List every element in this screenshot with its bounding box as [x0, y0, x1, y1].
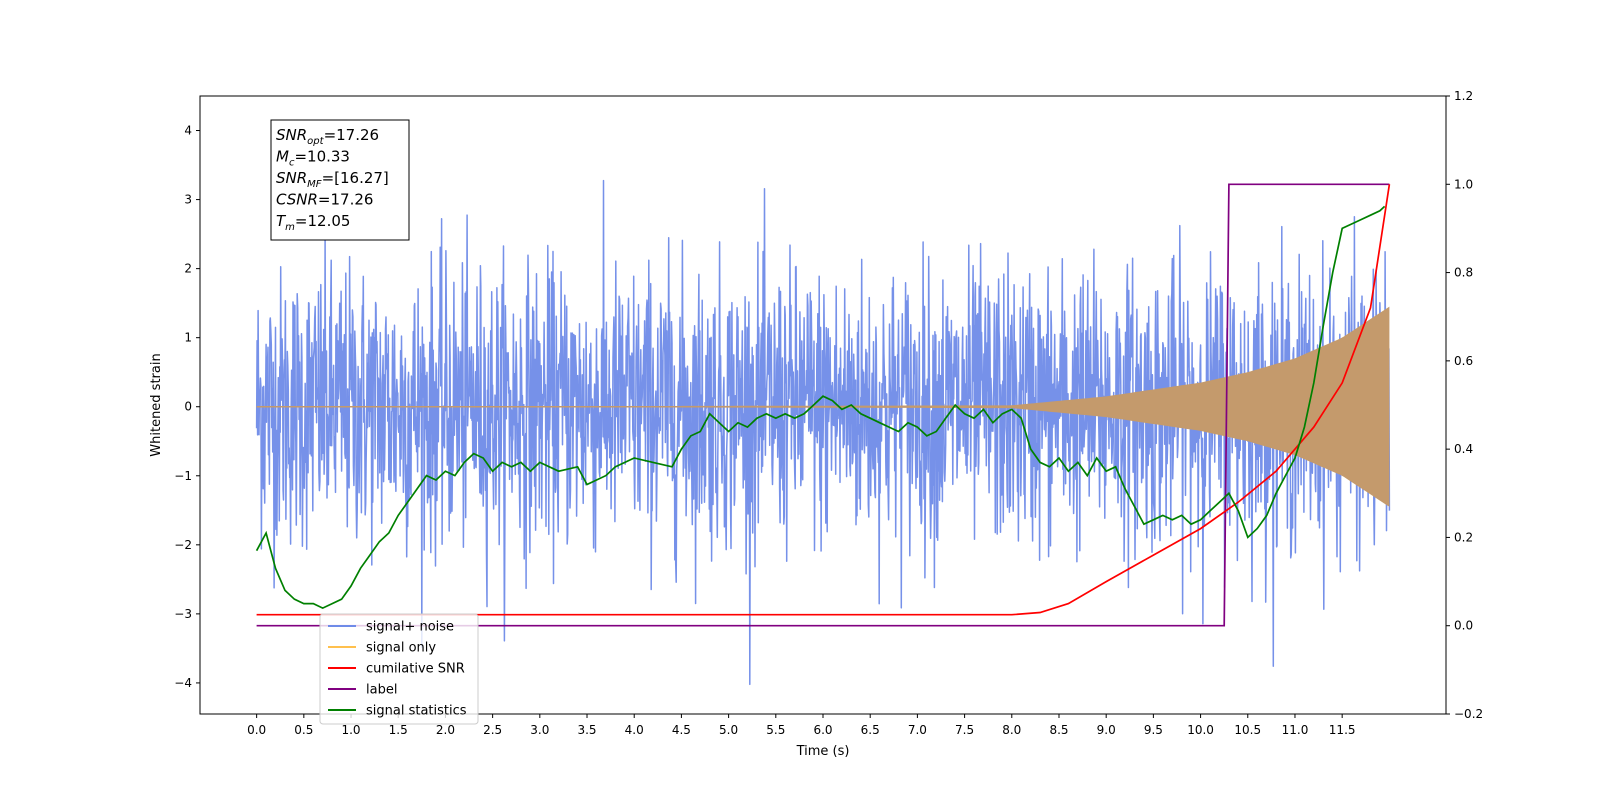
annotation-line: CSNR=17.26	[276, 191, 373, 209]
x-tick-label: 1.5	[389, 723, 408, 737]
legend-label: signal statistics	[366, 704, 467, 719]
y-axis-left-ticks: 4 3 2 1 0 −1 −2 −3 −4	[174, 124, 200, 690]
x-tick-label: 10.5	[1234, 723, 1261, 737]
y2-tick-label: 0.2	[1454, 530, 1473, 544]
x-tick-label: 3.5	[577, 723, 596, 737]
x-tick-label: 4.0	[625, 723, 644, 737]
x-tick-label: 7.0	[908, 723, 927, 737]
y2-tick-label: 0.0	[1454, 619, 1473, 633]
annotation-line: Tm=12.05	[276, 212, 350, 233]
annotation-line: Mc=10.33	[276, 148, 350, 169]
x-axis-ticks: 0.0 0.5 1.0 1.5 2.0 2.5 3.0 3.5 4.0 4.5 5.0 5.5 6.0 6…	[247, 714, 1356, 737]
y2-tick-label: 1.2	[1454, 89, 1473, 103]
y2-tick-label: 0.6	[1454, 354, 1473, 368]
x-tick-label: 9.5	[1144, 723, 1163, 737]
legend-label: signal only	[366, 641, 436, 656]
x-tick-label: 0.0	[247, 723, 266, 737]
plot-data-area	[255, 179, 1391, 686]
y-tick-label: −4	[174, 676, 192, 690]
annotation-line: SNRMF=[16.27]	[276, 169, 389, 190]
annotation-line: SNRopt=17.26	[276, 126, 379, 147]
x-tick-label: 2.5	[483, 723, 502, 737]
x-tick-label: 8.0	[1002, 723, 1021, 737]
series-signal-statistics	[255, 205, 1386, 610]
series-signal-plus-noise	[255, 179, 1391, 686]
x-tick-label: 3.0	[530, 723, 549, 737]
x-tick-label: 0.5	[294, 723, 313, 737]
y-axis-right-ticks: 1.2 1.0 0.8 0.6 0.4 0.2 0.0 −0.2	[1446, 89, 1483, 721]
legend-label: cumilative SNR	[366, 662, 465, 677]
x-tick-label: 5.0	[719, 723, 738, 737]
x-tick-label: 5.5	[766, 723, 785, 737]
y2-tick-label: −0.2	[1454, 707, 1483, 721]
x-tick-label: 6.0	[813, 723, 832, 737]
x-tick-label: 6.5	[861, 723, 880, 737]
x-tick-label: 8.5	[1049, 723, 1068, 737]
y-tick-label: −1	[174, 469, 192, 483]
x-tick-label: 10.0	[1187, 723, 1214, 737]
x-tick-label: 4.5	[672, 723, 691, 737]
legend-label: label	[366, 683, 397, 698]
y-tick-label: −3	[174, 607, 192, 621]
y2-tick-label: 0.8	[1454, 266, 1473, 280]
legend-label: signal+ noise	[366, 620, 454, 635]
series-cumulative-snr	[256, 184, 1391, 616]
x-tick-label: 7.5	[955, 723, 974, 737]
y-tick-label: 2	[184, 262, 192, 276]
y2-tick-label: 0.4	[1454, 442, 1473, 456]
x-tick-label: 9.0	[1097, 723, 1116, 737]
legend: signal+ noise signal only cumilative SNR la…	[319, 613, 479, 725]
stats-annotation-box: SNRopt=17.26Mc=10.33SNRMF=[16.27]CSNR=17…	[270, 119, 410, 241]
y-tick-label: 0	[184, 400, 192, 414]
y-axis-label: Whitened strain	[149, 353, 164, 456]
y2-tick-label: 1.0	[1454, 177, 1473, 191]
x-tick-label: 11.5	[1329, 723, 1356, 737]
y-tick-label: 1	[184, 331, 192, 345]
series-label	[256, 183, 1390, 627]
y-tick-label: 3	[184, 193, 192, 207]
y-tick-label: −2	[174, 538, 192, 552]
y-tick-label: 4	[184, 124, 192, 138]
x-tick-label: 11.0	[1282, 723, 1309, 737]
x-tick-label: 2.0	[436, 723, 455, 737]
x-axis-label: Time (s)	[796, 744, 850, 759]
x-tick-label: 1.0	[341, 723, 360, 737]
